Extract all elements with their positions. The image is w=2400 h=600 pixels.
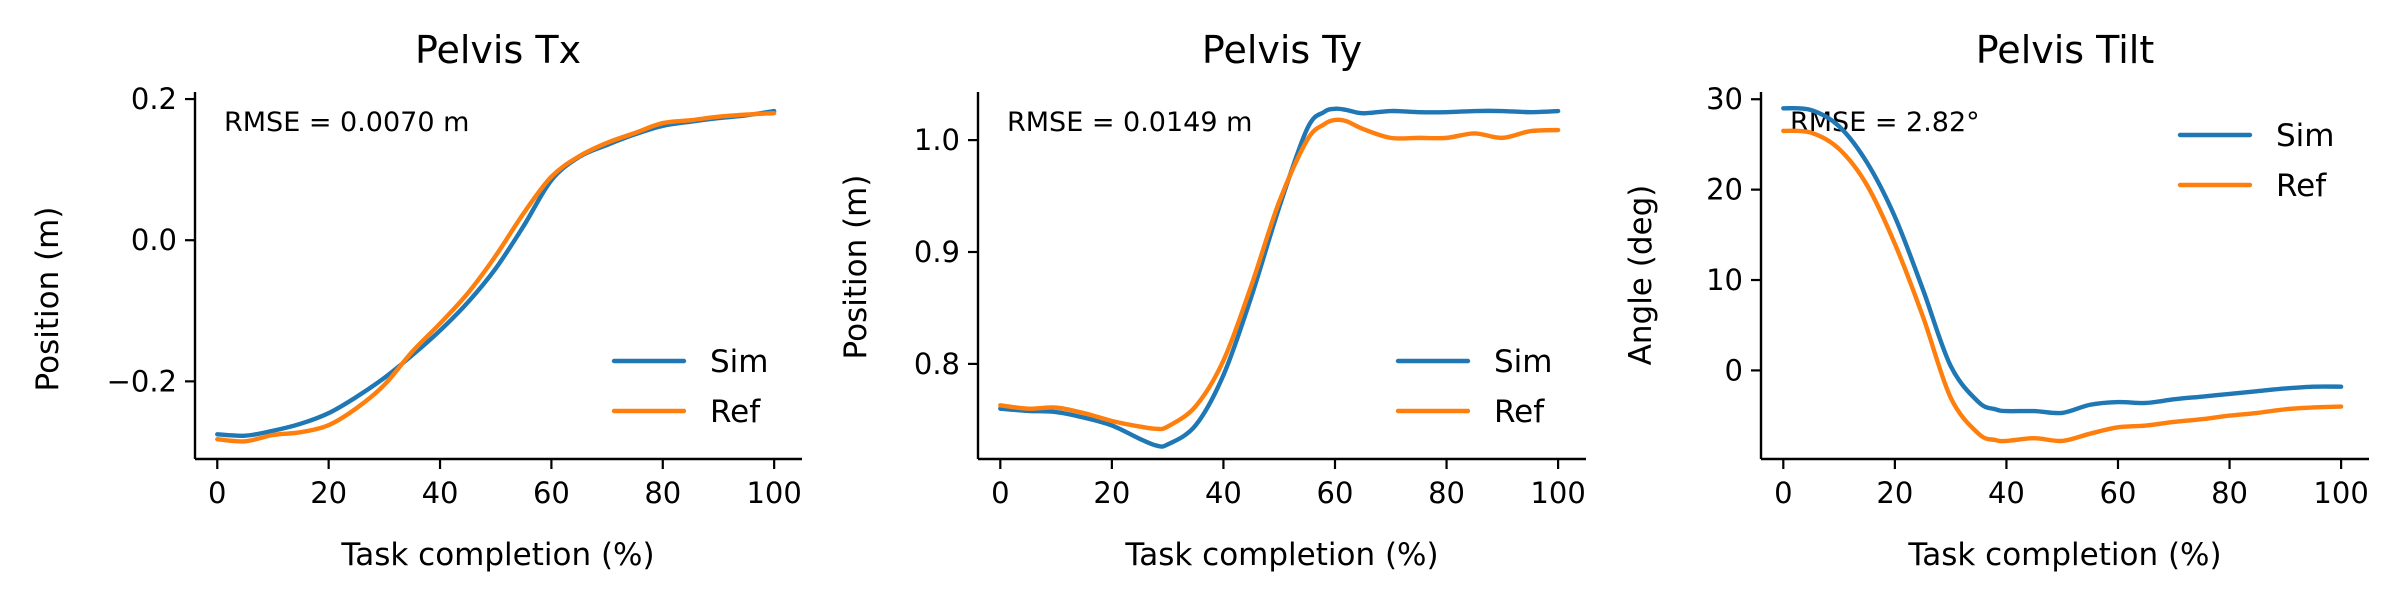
chart-title: Pelvis Ty bbox=[1202, 28, 1362, 72]
y-axis-label: Position (m) bbox=[30, 207, 66, 392]
chart-title: Pelvis Tilt bbox=[1976, 28, 2154, 72]
legend-label-sim: Sim bbox=[2276, 118, 2335, 154]
y-axis-label: Position (m) bbox=[838, 175, 874, 360]
x-tick-label: 80 bbox=[644, 476, 681, 510]
y-tick-label: 0 bbox=[1725, 353, 1743, 387]
x-tick-label: 40 bbox=[422, 476, 459, 510]
x-tick-label: 40 bbox=[1988, 476, 2025, 510]
x-axis-label: Task completion (%) bbox=[340, 537, 654, 573]
series-line-ref bbox=[215, 110, 777, 444]
rmse-annotation: RMSE = 0.0149 m bbox=[1007, 107, 1252, 138]
x-axis-label: Task completion (%) bbox=[1124, 537, 1438, 573]
x-tick-label: 40 bbox=[1205, 476, 1242, 510]
series-line-sim bbox=[215, 108, 777, 439]
chart-panel-pelvis-tx: Pelvis Tx Position (m) Task completion (… bbox=[30, 28, 802, 573]
x-tick-label: 20 bbox=[1876, 476, 1913, 510]
chart-panel-pelvis-ty: Pelvis Ty Position (m) Task completion (… bbox=[838, 28, 1586, 573]
series-lines bbox=[1781, 105, 2344, 444]
x-tick-label: 0 bbox=[208, 476, 226, 510]
chart-title: Pelvis Tx bbox=[415, 28, 581, 72]
series-line-ref bbox=[998, 117, 1561, 432]
x-tick-label: 100 bbox=[1530, 476, 1585, 510]
tick-marks: 0 20 40 60 80 100 0.8 0.9 1.0 bbox=[914, 123, 1586, 510]
y-tick-label: 0.9 bbox=[914, 235, 960, 269]
series-line-sim bbox=[1781, 105, 2344, 416]
y-tick-label: 30 bbox=[1706, 82, 1743, 116]
y-tick-label: 0.8 bbox=[914, 347, 960, 381]
x-tick-label: 80 bbox=[2211, 476, 2248, 510]
y-tick-label: 20 bbox=[1706, 173, 1743, 207]
legend-label-ref: Ref bbox=[1494, 394, 1545, 430]
y-tick-label: 0.0 bbox=[131, 223, 177, 257]
x-tick-label: 100 bbox=[746, 476, 801, 510]
tick-marks: 0 20 40 60 80 100 0 10 20 30 bbox=[1706, 82, 2369, 510]
tick-marks: 0 20 40 60 80 100 −0.2 0.0 0.2 bbox=[107, 82, 802, 510]
legend: Sim Ref bbox=[1395, 344, 1553, 430]
legend-label-ref: Ref bbox=[2276, 168, 2327, 204]
legend-label-sim: Sim bbox=[1494, 344, 1553, 380]
x-tick-label: 60 bbox=[2100, 476, 2137, 510]
y-tick-label: 1.0 bbox=[914, 123, 960, 157]
chart-panel-pelvis-tilt: Pelvis Tilt Angle (deg) Task completion … bbox=[1623, 28, 2369, 573]
x-tick-label: 80 bbox=[1428, 476, 1465, 510]
series-line-ref bbox=[1781, 128, 2344, 444]
y-tick-label: −0.2 bbox=[107, 364, 177, 398]
rmse-annotation: RMSE = 0.0070 m bbox=[224, 107, 469, 138]
x-axis-label: Task completion (%) bbox=[1907, 537, 2221, 573]
y-axis-label: Angle (deg) bbox=[1623, 185, 1659, 366]
legend: Sim Ref bbox=[611, 344, 769, 430]
x-tick-label: 60 bbox=[1317, 476, 1354, 510]
x-tick-label: 20 bbox=[310, 476, 347, 510]
legend-label-sim: Sim bbox=[710, 344, 769, 380]
series-line-sim bbox=[998, 106, 1561, 449]
x-tick-label: 20 bbox=[1093, 476, 1130, 510]
x-tick-label: 0 bbox=[1774, 476, 1792, 510]
legend-label-ref: Ref bbox=[710, 394, 761, 430]
series-lines bbox=[998, 106, 1561, 449]
series-lines bbox=[215, 108, 777, 444]
x-tick-label: 0 bbox=[991, 476, 1009, 510]
legend: Sim Ref bbox=[2177, 118, 2335, 204]
y-tick-label: 0.2 bbox=[131, 82, 177, 116]
y-tick-label: 10 bbox=[1706, 263, 1743, 297]
x-tick-label: 60 bbox=[533, 476, 570, 510]
x-tick-label: 100 bbox=[2313, 476, 2368, 510]
